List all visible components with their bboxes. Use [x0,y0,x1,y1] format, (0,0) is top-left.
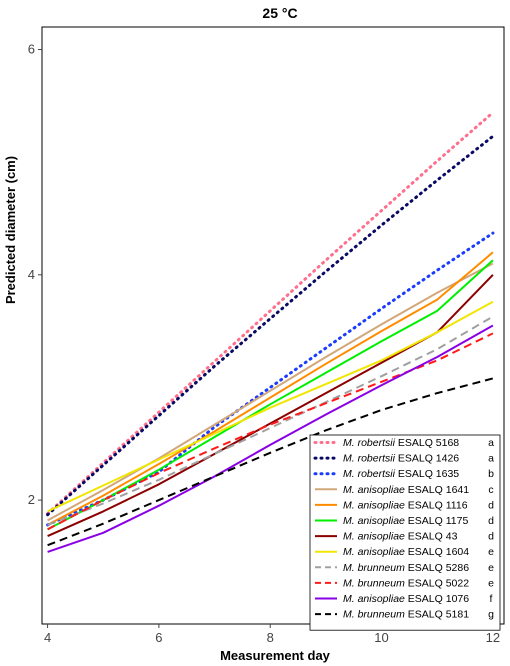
x-tick-label: 12 [486,630,500,645]
legend-label-8: M. anisopliae ESALQ 1604 [343,546,469,558]
legend-letter-1: a [488,437,494,449]
y-tick-label: 6 [28,42,35,57]
legend-letter-3: b [488,468,494,480]
y-axis-title: Predicted diameter (cm) [3,156,18,304]
series-line-9 [47,315,494,526]
legend-label-11: M. anisopliae ESALQ 1076 [343,593,469,605]
legend-letter-12: g [488,609,494,621]
x-tick-label: 8 [267,630,274,645]
legend-label-2: M. robertsii ESALQ 1426 [343,453,459,465]
legend-letter-10: e [488,577,494,589]
y-tick-label: 4 [28,267,35,282]
series-line-11 [47,324,494,553]
series-line-12 [47,377,494,547]
x-axis-title: Measurement day [220,648,331,663]
legend-letter-9: e [488,562,494,574]
chart-title: 25 °C [262,5,297,21]
legend-label-1: M. robertsii ESALQ 5168 [343,437,459,449]
legend: M. robertsii ESALQ 5168 a M. robertsii ESA… [309,434,501,631]
legend-letter-6: d [488,515,494,527]
legend-label-10: M. brunneum ESALQ 5022 [343,577,469,589]
legend-letter-11: f [490,593,493,605]
legend-letter-5: d [488,499,494,511]
x-tick-label: 4 [44,630,51,645]
legend-label-4: M. anisopliae ESALQ 1641 [343,484,469,496]
plot-panel-border [41,26,505,625]
legend-label-3: M. robertsii ESALQ 1635 [343,468,459,480]
legend-label-7: M. anisopliae ESALQ 43 [343,531,458,543]
legend-letter-7: d [488,531,494,543]
series-line-1 [46,111,495,516]
legend-label-9: M. brunneum ESALQ 5286 [343,562,469,574]
series-line-8 [47,300,494,513]
legend-box [309,434,501,631]
legend-label-5: M. anisopliae ESALQ 1116 [343,499,468,511]
legend-letter-8: e [488,546,494,558]
series-line-10 [47,332,494,531]
legend-letter-4: c [488,484,493,496]
y-tick-label: 2 [28,492,35,507]
x-tick-label: 10 [374,630,388,645]
legend-label-6: M. anisopliae ESALQ 1175 [343,515,468,527]
series-line-6 [47,259,494,531]
x-tick-label: 6 [155,630,162,645]
series-layer [46,111,495,553]
series-line-3 [46,231,495,527]
legend-label-12: M. brunneum ESALQ 5181 [343,609,469,621]
series-line-4 [47,262,494,522]
axis-ticks: 4 6 8 10 12 2 4 6 [28,42,500,645]
legend-letter-2: a [488,453,494,465]
series-line-5 [47,251,494,526]
